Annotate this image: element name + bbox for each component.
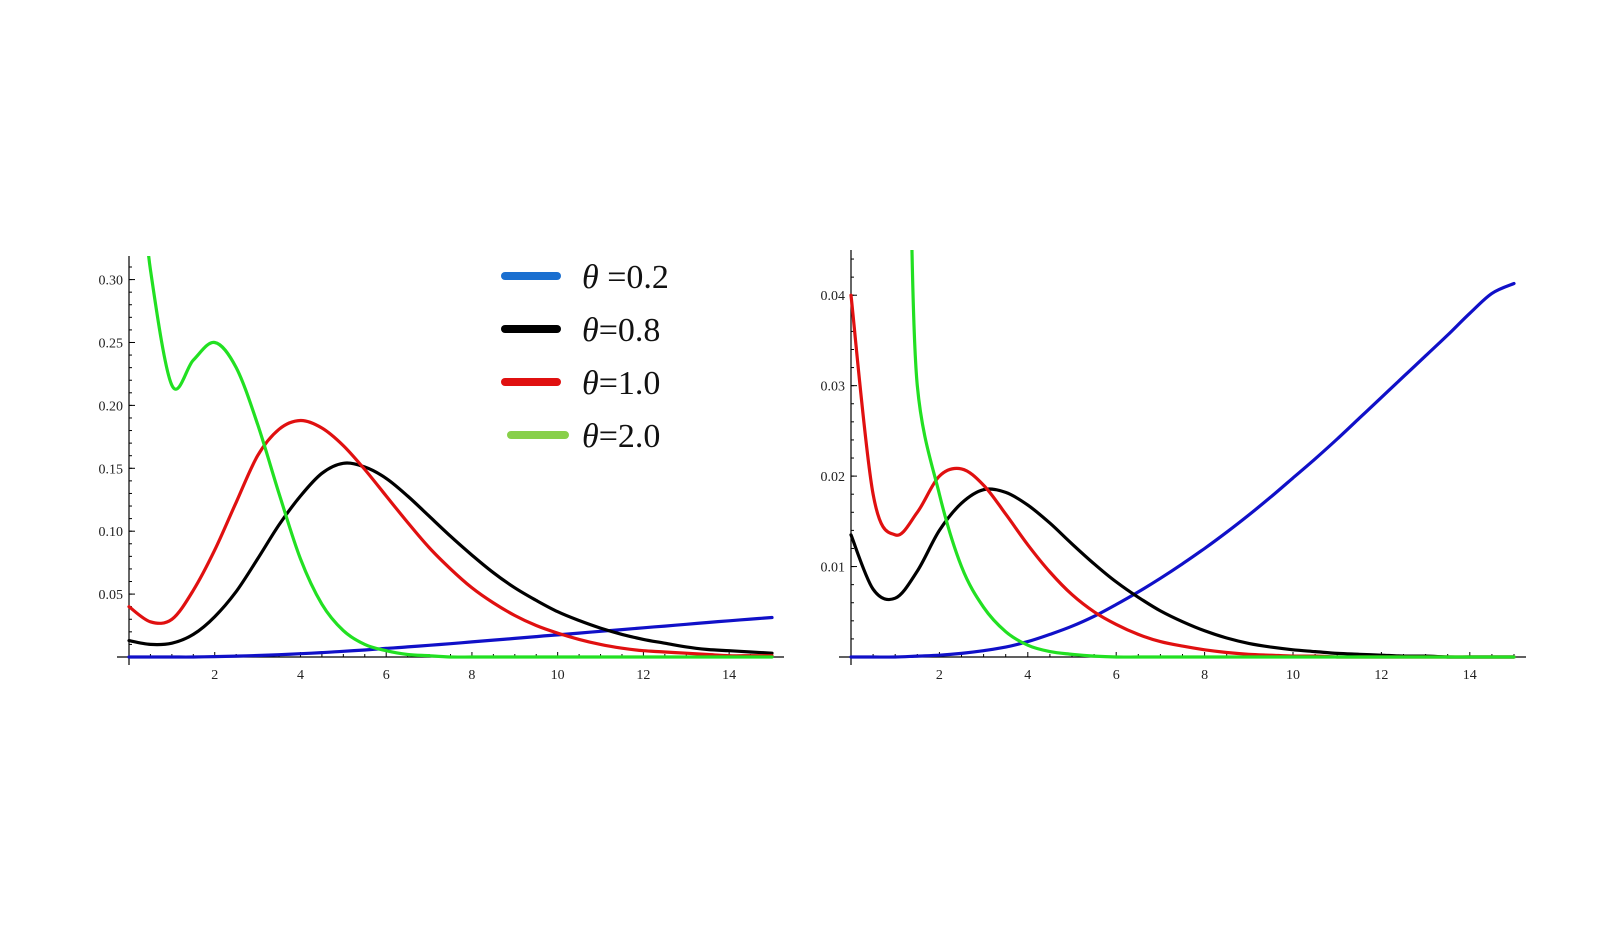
- right-series-2-line: [849, 487, 1516, 659]
- right-series-1-line: [849, 281, 1516, 659]
- right-x-tick-label: 8: [1201, 668, 1208, 683]
- legend-label-3: θ=1.0: [582, 365, 660, 402]
- left-x-tick-label: 8: [468, 668, 475, 683]
- left-y-tick-label: 0.10: [99, 525, 124, 540]
- legend-label-2: θ=0.8: [582, 312, 660, 349]
- right-series-4-line: [910, 250, 1516, 659]
- left-y-tick-label: 0.25: [99, 336, 124, 351]
- left-panel: 2 4 6 8 10 12 14 0.05 0.10 0.15 0.20 0.25 0.30: [99, 256, 784, 683]
- left-x-tick-label: 2: [211, 668, 218, 683]
- right-x-tick-label: 12: [1374, 668, 1388, 683]
- right-panel: 2 4 6 8 10 12 14 0.01 0.02 0.03 0.04: [821, 250, 1526, 683]
- right-x-tick-label: 10: [1286, 668, 1300, 683]
- left-series-4-line: [147, 256, 774, 659]
- legend-label-4: θ=2.0: [582, 418, 660, 455]
- legend-theta-symbol: θ: [582, 365, 599, 402]
- right-series-3-line: [849, 293, 1516, 659]
- legend-value: =1.0: [599, 365, 661, 402]
- legend-value: =0.8: [599, 312, 661, 349]
- left-x-tick-label: 6: [383, 668, 390, 683]
- left-x-tick-label: 10: [551, 668, 565, 683]
- right-x-tick-label: 4: [1024, 668, 1031, 683]
- left-series-2-line: [127, 461, 774, 655]
- right-y-tick-label: 0.01: [821, 561, 846, 576]
- right-x-tick-label: 6: [1113, 668, 1120, 683]
- left-y-tick-label: 0.30: [99, 274, 124, 289]
- right-y-tick-label: 0.02: [821, 470, 846, 485]
- legend-theta-symbol: θ: [582, 418, 599, 455]
- legend-label-1: θ =0.2: [582, 259, 669, 296]
- left-series-1-line: [127, 615, 774, 659]
- legend-value: =0.2: [599, 259, 669, 296]
- left-series-3-line: [127, 418, 774, 658]
- left-y-tick-label: 0.20: [99, 399, 124, 414]
- legend-theta-symbol: θ: [582, 312, 599, 349]
- left-y-tick-label: 0.15: [99, 462, 124, 477]
- left-y-tick-label: 0.05: [99, 588, 124, 603]
- right-x-tick-label: 14: [1463, 668, 1477, 683]
- legend-value: =2.0: [599, 418, 661, 455]
- left-x-tick-label: 12: [636, 668, 650, 683]
- left-x-tick-label: 4: [297, 668, 304, 683]
- legend-theta-symbol: θ: [582, 259, 599, 296]
- right-x-tick-label: 2: [936, 668, 943, 683]
- left-x-tick-label: 14: [722, 668, 736, 683]
- legend: θ =0.2θ=0.8θ=1.0θ=2.0: [501, 259, 669, 455]
- right-y-tick-label: 0.03: [821, 380, 846, 395]
- right-y-tick-label: 0.04: [821, 289, 846, 304]
